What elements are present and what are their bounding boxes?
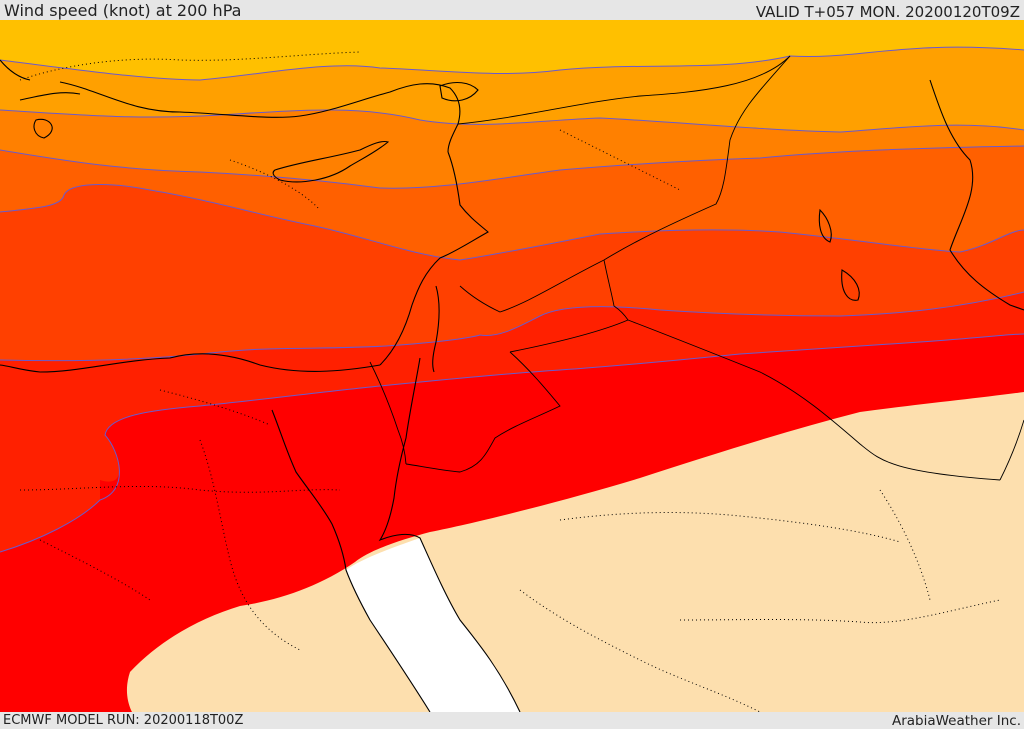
red-sea <box>346 538 520 712</box>
country-borders <box>369 55 1024 481</box>
credit: ArabiaWeather Inc. <box>891 713 1021 729</box>
header-bar: Wind speed (knot) at 200 hPa VALID T+057… <box>0 0 1024 21</box>
map-title: Wind speed (knot) at 200 hPa <box>4 1 242 20</box>
wind-speed-map <box>0 20 1024 712</box>
model-run: ECMWF MODEL RUN: 20200118T00Z <box>3 713 244 728</box>
contour-lines <box>0 46 1024 553</box>
footer-bar: ECMWF MODEL RUN: 20200118T00Z ArabiaWeat… <box>0 712 1024 729</box>
valid-time: VALID T+057 MON. 20200120T09Z <box>755 3 1020 21</box>
coastlines <box>0 59 1024 712</box>
province-boundaries <box>19 51 1001 712</box>
calm-area-arabia <box>126 392 1024 712</box>
